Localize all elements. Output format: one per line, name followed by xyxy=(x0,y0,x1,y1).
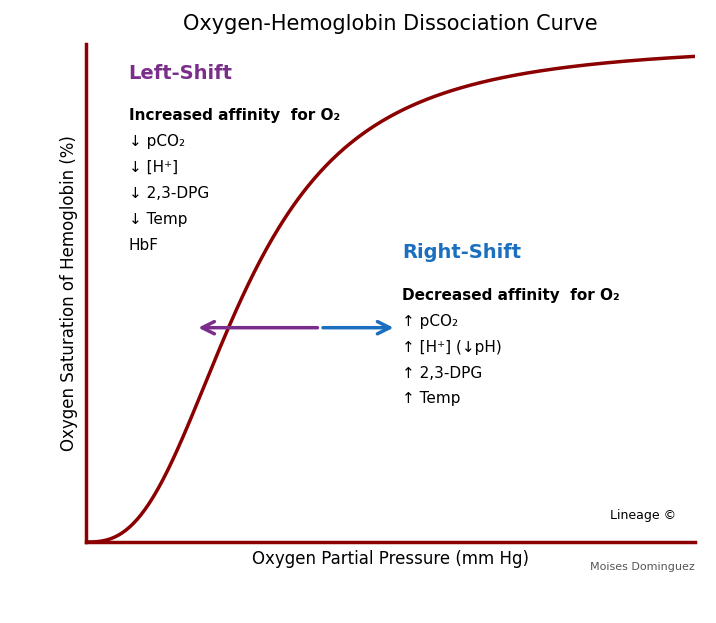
Title: Oxygen-Hemoglobin Dissociation Curve: Oxygen-Hemoglobin Dissociation Curve xyxy=(183,14,598,34)
Text: Right-Shift: Right-Shift xyxy=(402,243,521,262)
Text: ↑ pCO₂: ↑ pCO₂ xyxy=(402,314,458,329)
Text: Increased affinity  for O₂: Increased affinity for O₂ xyxy=(129,108,339,123)
Text: ↑ 2,3-DPG: ↑ 2,3-DPG xyxy=(402,366,483,381)
Text: ↑ Temp: ↑ Temp xyxy=(402,391,461,406)
Text: ↑ [H⁺] (↓pH): ↑ [H⁺] (↓pH) xyxy=(402,340,502,354)
Y-axis label: Oxygen Saturation of Hemoglobin (%): Oxygen Saturation of Hemoglobin (%) xyxy=(59,135,77,451)
X-axis label: Oxygen Partial Pressure (mm Hg): Oxygen Partial Pressure (mm Hg) xyxy=(252,550,528,568)
Text: ↓ [H⁺]: ↓ [H⁺] xyxy=(129,160,178,175)
Text: HbF: HbF xyxy=(129,238,158,253)
Text: ↓ pCO₂: ↓ pCO₂ xyxy=(129,135,185,150)
Text: Left-Shift: Left-Shift xyxy=(129,64,233,82)
Text: ↓ Temp: ↓ Temp xyxy=(129,212,187,227)
Text: Lineage ©: Lineage © xyxy=(610,509,676,522)
Text: ↓ 2,3-DPG: ↓ 2,3-DPG xyxy=(129,186,209,201)
Text: Moises Dominguez: Moises Dominguez xyxy=(590,562,695,572)
Text: Decreased affinity  for O₂: Decreased affinity for O₂ xyxy=(402,288,620,303)
